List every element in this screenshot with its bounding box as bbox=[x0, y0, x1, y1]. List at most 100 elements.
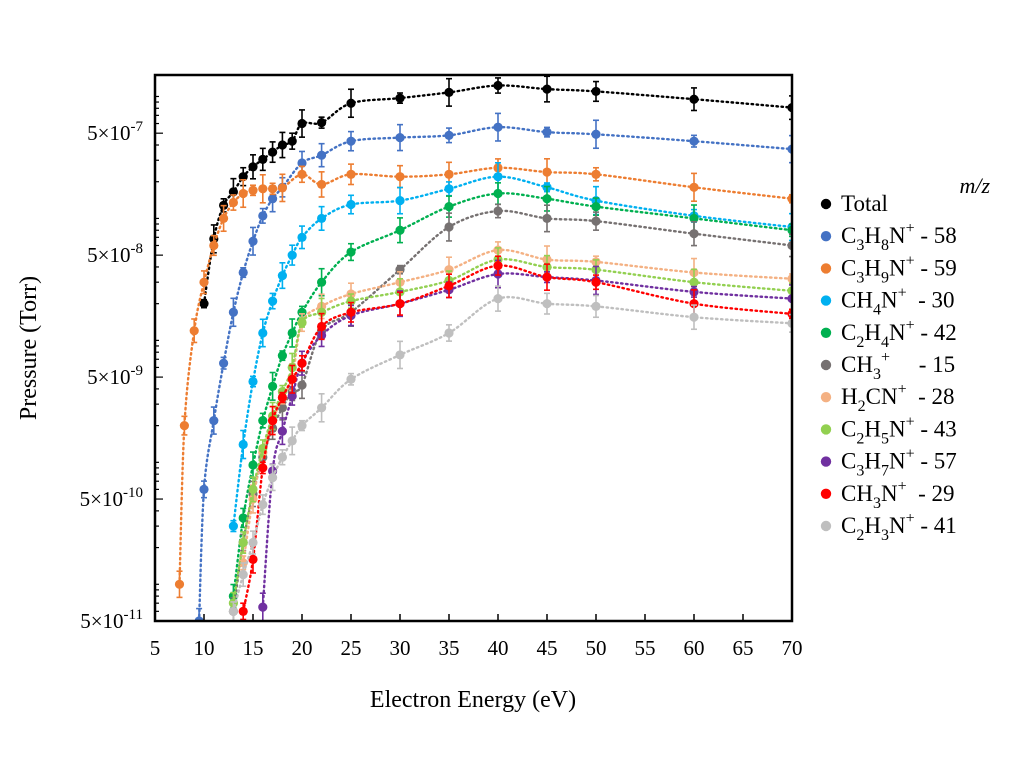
data-point bbox=[248, 537, 258, 548]
data-point bbox=[287, 436, 297, 446]
data-point bbox=[689, 182, 699, 192]
legend-entry: C2H3N+ - 41 bbox=[841, 510, 957, 544]
legend-entry: C3H7N+ - 57 bbox=[841, 446, 957, 480]
data-point bbox=[238, 188, 248, 199]
x-tick-label: 35 bbox=[439, 636, 460, 660]
data-point bbox=[689, 213, 699, 224]
data-point bbox=[268, 147, 278, 157]
data-point bbox=[277, 426, 287, 436]
data-point bbox=[493, 188, 503, 199]
legend-marker bbox=[820, 198, 832, 210]
data-point bbox=[395, 299, 405, 309]
data-point bbox=[444, 184, 454, 194]
data-point bbox=[209, 240, 219, 251]
y-axis-title: Pressure (Torr) bbox=[16, 276, 42, 420]
legend-marker bbox=[820, 456, 832, 467]
data-point bbox=[591, 277, 601, 287]
data-point bbox=[238, 570, 248, 580]
data-point bbox=[317, 118, 327, 128]
data-point bbox=[268, 415, 278, 426]
data-point bbox=[317, 321, 327, 332]
data-point bbox=[258, 602, 268, 612]
data-point bbox=[258, 328, 268, 338]
data-point bbox=[444, 265, 454, 275]
data-point bbox=[395, 225, 405, 235]
data-point bbox=[493, 206, 503, 216]
legend-entry: C2H4N+ - 42 bbox=[841, 317, 957, 351]
x-axis-title: Electron Energy (eV) bbox=[370, 687, 576, 713]
data-point bbox=[346, 247, 356, 257]
data-point bbox=[297, 169, 307, 179]
data-point bbox=[248, 162, 258, 172]
data-point bbox=[591, 86, 601, 97]
data-point bbox=[174, 579, 185, 589]
legend-marker bbox=[820, 263, 832, 274]
legend-marker bbox=[820, 295, 832, 306]
data-point bbox=[346, 98, 356, 108]
fit-line-10 bbox=[232, 295, 792, 613]
data-point bbox=[238, 172, 248, 182]
legend-entry: Total bbox=[841, 191, 888, 216]
legend-title: m/z bbox=[959, 173, 990, 198]
data-point bbox=[395, 196, 405, 206]
y-tick-label: 5×10-7 bbox=[87, 119, 143, 145]
data-point bbox=[258, 184, 268, 194]
legend-entry: CH3N+ - 29 bbox=[841, 478, 955, 512]
x-tick-label: 50 bbox=[586, 636, 607, 660]
data-point bbox=[444, 130, 454, 140]
data-point bbox=[689, 229, 699, 239]
data-point bbox=[277, 452, 287, 462]
data-point bbox=[228, 606, 238, 616]
data-point bbox=[209, 415, 219, 426]
data-point bbox=[346, 169, 356, 179]
data-point bbox=[258, 463, 268, 473]
data-point bbox=[591, 216, 601, 226]
x-tick-label: 65 bbox=[733, 636, 754, 660]
legend-entry: H2CN+ - 28 bbox=[841, 381, 955, 415]
data-point bbox=[444, 87, 454, 97]
x-tick-label: 60 bbox=[684, 636, 705, 660]
data-point bbox=[346, 136, 356, 146]
data-point bbox=[219, 358, 229, 368]
data-point bbox=[248, 484, 258, 494]
legend-entry: C3H9N+ - 59 bbox=[841, 252, 957, 286]
data-point bbox=[395, 93, 405, 103]
y-tick-label: 5×10-10 bbox=[80, 485, 143, 511]
data-point bbox=[317, 150, 327, 160]
data-point bbox=[444, 169, 454, 179]
data-point bbox=[277, 270, 287, 281]
data-point bbox=[542, 194, 552, 204]
data-point bbox=[258, 415, 268, 426]
fit-line-3 bbox=[232, 175, 792, 528]
data-point bbox=[493, 80, 503, 91]
data-point bbox=[591, 202, 601, 212]
data-point bbox=[444, 328, 454, 338]
data-point bbox=[238, 439, 248, 450]
data-point bbox=[346, 307, 356, 317]
data-point bbox=[199, 484, 209, 494]
data-point bbox=[248, 185, 258, 195]
legend-marker bbox=[820, 392, 832, 403]
data-point bbox=[238, 537, 248, 548]
data-point bbox=[287, 136, 297, 146]
data-point bbox=[493, 122, 503, 132]
fit-line-4 bbox=[232, 192, 792, 598]
data-point bbox=[277, 183, 287, 193]
data-point bbox=[258, 500, 268, 510]
data-point bbox=[277, 392, 287, 403]
data-point bbox=[238, 513, 248, 523]
data-point bbox=[317, 213, 327, 224]
data-point bbox=[199, 299, 209, 309]
x-tick-label: 55 bbox=[635, 636, 656, 660]
x-tick-label: 25 bbox=[341, 636, 362, 660]
fit-line-8 bbox=[261, 272, 792, 609]
data-point bbox=[268, 184, 278, 194]
legend-entry: C3H8N+ - 58 bbox=[841, 220, 957, 254]
axis-layer: 5 10 15 20 25 30 35 40 45 50 55 60 65 70 5×10-11 5×10-1… bbox=[80, 95, 803, 660]
data-point bbox=[277, 403, 287, 413]
data-point bbox=[297, 232, 307, 242]
data-point bbox=[444, 281, 454, 291]
data-point bbox=[591, 169, 601, 179]
data-point bbox=[542, 213, 552, 224]
data-point bbox=[542, 272, 552, 282]
